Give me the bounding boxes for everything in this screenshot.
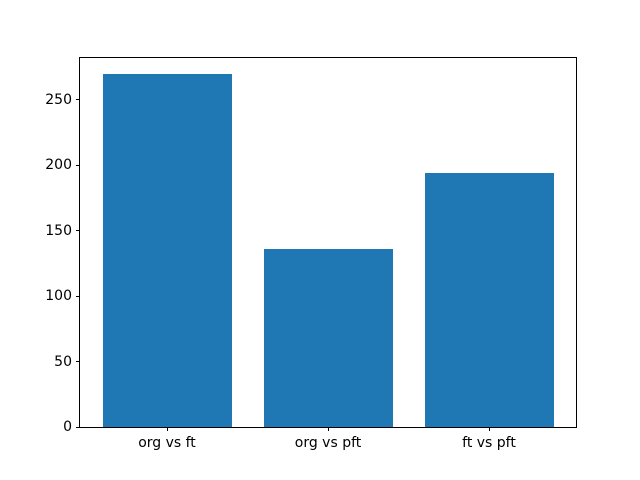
y-tick-label: 250: [45, 91, 72, 108]
x-tick-label: org vs pft: [294, 435, 362, 451]
bar-ft-vs-pft: [424, 173, 554, 427]
y-tick-label: 100: [45, 288, 72, 305]
y-tick-label: 150: [45, 222, 72, 239]
y-tick-label: 50: [54, 353, 72, 370]
y-tick-mark: [76, 164, 80, 166]
y-tick-label: 200: [45, 157, 72, 174]
y-tick-mark: [76, 230, 80, 232]
y-tick-label: 0: [63, 419, 72, 435]
x-tick-mark: [327, 427, 329, 431]
y-tick-mark: [76, 426, 80, 428]
x-tick-mark: [166, 427, 168, 431]
plot-axes: [79, 57, 577, 428]
x-tick-mark: [488, 427, 490, 431]
y-tick-mark: [76, 99, 80, 101]
bar-org-vs-ft: [102, 74, 232, 427]
y-tick-mark: [76, 295, 80, 297]
x-tick-label: ft vs pft: [462, 435, 516, 451]
x-tick-label: org vs ft: [138, 435, 196, 451]
y-tick-mark: [76, 361, 80, 363]
bar-org-vs-pft: [263, 249, 393, 427]
bars-container: [80, 58, 576, 427]
